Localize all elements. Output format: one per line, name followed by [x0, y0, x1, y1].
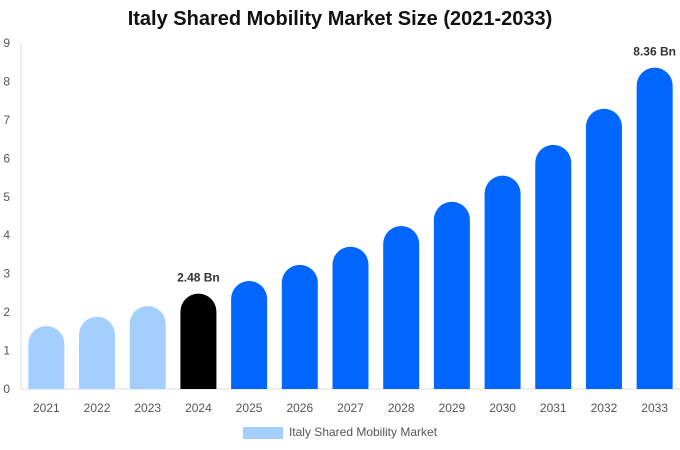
y-tick-label: 5 — [3, 190, 10, 204]
y-tick-label: 2 — [3, 305, 10, 319]
bar-2021 — [28, 325, 65, 389]
y-tick-label: 9 — [3, 36, 10, 50]
bar-2031 — [535, 144, 572, 389]
x-tick-label: 2033 — [641, 401, 668, 415]
data-label-2033: 8.36 Bn — [633, 45, 676, 59]
bar-2025 — [231, 280, 268, 389]
y-tick-label: 3 — [3, 267, 10, 281]
x-tick-label: 2027 — [337, 401, 364, 415]
legend-label: Italy Shared Mobility Market — [288, 425, 438, 439]
y-tick-label: 6 — [3, 151, 10, 165]
bar-2029 — [433, 201, 470, 389]
data-label-2024: 2.48 Bn — [177, 271, 220, 285]
bar-2022 — [79, 316, 116, 389]
bar-2028 — [383, 225, 420, 389]
y-tick-label: 7 — [3, 113, 10, 127]
bar-2027 — [332, 246, 369, 389]
x-tick-label: 2021 — [33, 401, 60, 415]
bar-2032 — [585, 108, 622, 390]
x-tick-label: 2026 — [286, 401, 313, 415]
y-tick-label: 1 — [3, 344, 10, 358]
bar-2024 — [180, 293, 217, 389]
bar-2026 — [281, 264, 318, 389]
x-tick-label: 2030 — [489, 401, 516, 415]
bar-2030 — [484, 175, 521, 389]
x-tick-label: 2028 — [388, 401, 415, 415]
x-tick-label: 2022 — [84, 401, 111, 415]
chart-title: Italy Shared Mobility Market Size (2021-… — [127, 8, 553, 30]
x-tick-label: 2029 — [439, 401, 466, 415]
y-tick-label: 0 — [3, 382, 10, 396]
x-tick-label: 2025 — [236, 401, 263, 415]
x-tick-label: 2032 — [591, 401, 618, 415]
legend-swatch — [242, 426, 283, 439]
bar-2033 — [636, 67, 673, 390]
y-tick-label: 4 — [3, 228, 10, 242]
x-tick-label: 2031 — [540, 401, 567, 415]
bar-2023 — [129, 305, 166, 389]
x-tick-label: 2023 — [134, 401, 161, 415]
x-tick-label: 2024 — [185, 401, 212, 415]
y-tick-label: 8 — [3, 74, 10, 88]
legend: Italy Shared Mobility Market — [0, 425, 680, 439]
